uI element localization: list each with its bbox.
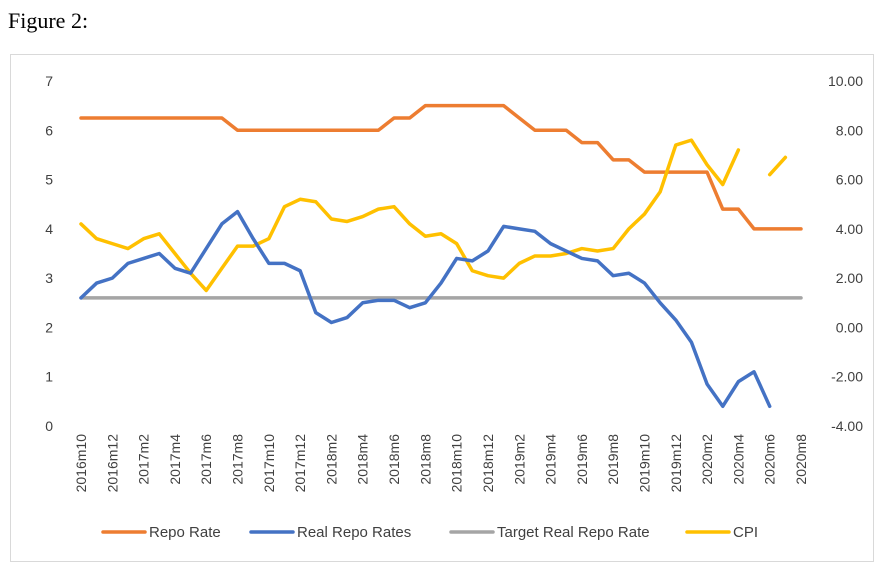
left-y-tick-label: 6 — [45, 122, 53, 138]
right-y-tick-label: 10.00 — [828, 73, 863, 89]
right-y-tick-label: 6.00 — [836, 172, 863, 188]
x-tick-label: 2018m2 — [323, 434, 339, 485]
x-tick-label: 2019m8 — [605, 434, 621, 485]
figure-label: Figure 2: — [8, 8, 89, 33]
x-tick-label: 2020m8 — [793, 434, 809, 485]
legend-label-target-real-repo-rate: Target Real Repo Rate — [497, 524, 650, 541]
x-tick-label: 2018m6 — [386, 434, 402, 485]
left-y-tick-label: 2 — [45, 319, 53, 335]
x-tick-label: 2019m4 — [543, 434, 559, 485]
series-line-real-repo-rates — [79, 209, 772, 409]
left-y-tick-label: 1 — [45, 369, 53, 385]
x-tick-label: 2018m10 — [449, 434, 465, 493]
x-tick-label: 2018m4 — [355, 434, 371, 485]
chart-frame: 0 1 2 3 4 5 6 7 -4.00 -2.00 0.00 2.00 4.00 6.00 8.00 1… — [10, 54, 874, 562]
left-y-tick-label: 7 — [45, 73, 53, 89]
x-tick-label: 2019m12 — [668, 434, 684, 493]
left-y-axis: 0 1 2 3 4 5 6 7 — [45, 73, 53, 434]
left-y-tick-label: 0 — [45, 418, 53, 434]
right-y-tick-label: 0.00 — [836, 319, 863, 335]
x-tick-label: 2018m12 — [480, 434, 496, 493]
x-tick-label: 2017m6 — [198, 434, 214, 485]
series-layer — [79, 103, 803, 409]
legend: Repo Rate Real Repo Rates Target Real Repo… — [101, 524, 758, 541]
x-tick-label: 2020m2 — [699, 434, 715, 485]
line-chart: 0 1 2 3 4 5 6 7 -4.00 -2.00 0.00 2.00 4.00 6.00 8.00 1… — [45, 73, 863, 541]
x-tick-label: 2019m2 — [511, 434, 527, 485]
x-tick-label: 2017m10 — [261, 434, 277, 493]
left-y-tick-label: 3 — [45, 270, 53, 286]
legend-label-cpi: CPI — [733, 524, 758, 541]
x-tick-label: 2020m4 — [730, 434, 746, 485]
series-line-cpi — [79, 138, 788, 293]
legend-label-repo-rate: Repo Rate — [149, 524, 221, 541]
right-y-tick-label: -2.00 — [831, 369, 863, 385]
left-y-tick-label: 4 — [45, 221, 53, 237]
right-y-tick-label: -4.00 — [831, 418, 863, 434]
x-tick-label: 2019m10 — [636, 434, 652, 493]
right-y-axis: -4.00 -2.00 0.00 2.00 4.00 6.00 8.00 10.00 — [828, 73, 863, 434]
x-tick-label: 2016m10 — [73, 434, 89, 493]
x-tick-label: 2017m4 — [167, 434, 183, 485]
x-tick-label: 2016m12 — [104, 434, 120, 493]
legend-label-real-repo-rates: Real Repo Rates — [297, 524, 411, 541]
x-tick-label: 2019m6 — [574, 434, 590, 485]
x-tick-label: 2017m12 — [292, 434, 308, 493]
x-tick-label: 2020m6 — [762, 434, 778, 485]
right-y-tick-label: 8.00 — [836, 122, 863, 138]
x-tick-label: 2018m8 — [417, 434, 433, 485]
left-y-tick-label: 5 — [45, 172, 53, 188]
series-line-repo-rate — [79, 103, 803, 231]
right-y-tick-label: 4.00 — [836, 221, 863, 237]
x-tick-label: 2017m2 — [136, 434, 152, 485]
right-y-tick-label: 2.00 — [836, 270, 863, 286]
x-tick-label: 2017m8 — [230, 434, 246, 485]
x-axis: 2016m10 2016m12 2017m2 2017m4 2017m6 2017m8 20… — [73, 434, 809, 493]
